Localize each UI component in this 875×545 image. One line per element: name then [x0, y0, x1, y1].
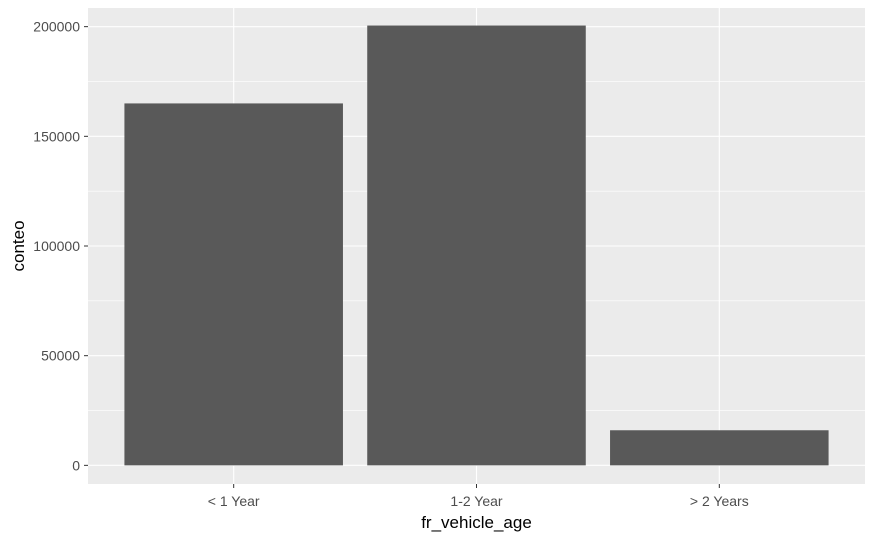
- bar: [124, 103, 343, 466]
- x-axis-title: fr_vehicle_age: [421, 513, 532, 532]
- bar: [367, 25, 586, 466]
- bar: [610, 430, 829, 466]
- y-axis: 0 50000 100000 150000 200000: [33, 19, 88, 473]
- y-tick-label: 150000: [33, 128, 80, 144]
- x-tick-label: < 1 Year: [208, 493, 260, 509]
- y-axis-title: conteo: [9, 220, 28, 271]
- y-tick-label: 200000: [33, 19, 80, 35]
- x-tick-label: 1-2 Year: [450, 493, 502, 509]
- y-tick-label: 50000: [41, 348, 80, 364]
- x-axis: < 1 Year 1-2 Year > 2 Years: [208, 484, 749, 509]
- x-tick-label: > 2 Years: [690, 493, 749, 509]
- y-tick-label: 100000: [33, 238, 80, 254]
- y-tick-label: 0: [72, 457, 80, 473]
- bars-group: [124, 25, 829, 466]
